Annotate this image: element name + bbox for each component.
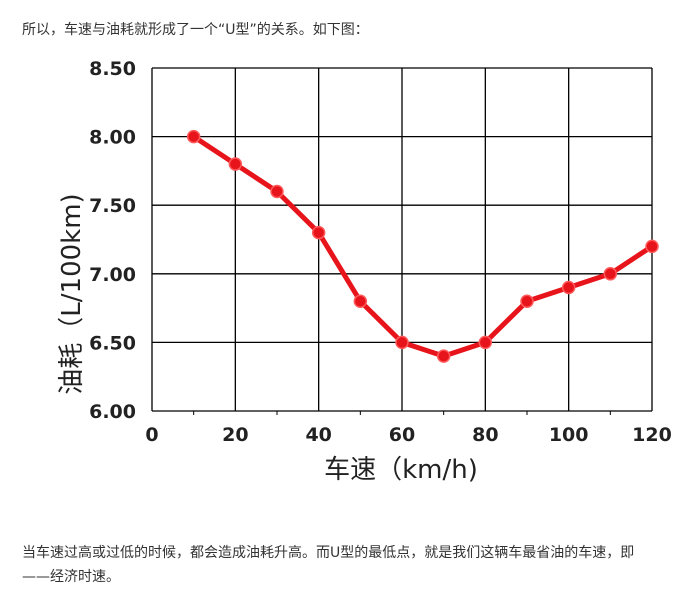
fuel-consumption-chart: 6.00 6.50 7.00 7.50 8.00 8.50 0 20 40 60 80 100 120… <box>0 48 700 498</box>
data-point <box>270 184 284 199</box>
data-point <box>436 349 451 363</box>
series-layer <box>186 129 659 363</box>
chart-grid <box>151 67 653 415</box>
outro-line-2: ——经济时速。 <box>22 569 120 585</box>
data-point <box>395 335 409 350</box>
y-tick-label: 8.00 <box>89 127 136 149</box>
data-point <box>645 239 659 254</box>
y-axis-ticks: 6.00 6.50 7.00 7.50 8.00 8.50 <box>89 58 136 423</box>
x-tick-label: 120 <box>632 424 672 446</box>
y-axis-title: 油耗（L/100km) <box>57 193 87 394</box>
y-tick-label: 6.50 <box>89 332 136 354</box>
data-point <box>311 225 326 240</box>
data-point <box>186 129 201 144</box>
y-tick-label: 8.50 <box>89 58 136 80</box>
series-line <box>191 134 655 359</box>
y-tick-label: 7.00 <box>89 264 136 286</box>
x-tick-label: 40 <box>305 424 331 446</box>
intro-text: 所以，车速与油耗就形成了一个“U型”的关系。如下图： <box>22 22 369 38</box>
x-tick-label: 80 <box>472 424 498 446</box>
outro-line-1: 当车速过高或过低的时候，都会造成油耗升高。而U型的最低点，就是我们这辆车最省油的… <box>22 545 635 561</box>
y-tick-label: 7.50 <box>89 195 136 217</box>
x-tick-label: 20 <box>222 424 248 446</box>
x-axis-ticks: 0 20 40 60 80 100 120 <box>145 424 671 446</box>
x-axis-title: 车速（km/h) <box>324 455 478 485</box>
data-point <box>353 294 368 308</box>
data-point <box>561 280 576 295</box>
x-tick-label: 60 <box>389 424 415 446</box>
x-tick-label: 0 <box>145 424 158 446</box>
data-point <box>478 335 493 350</box>
chart-svg: 6.00 6.50 7.00 7.50 8.00 8.50 0 20 40 60 80 100 120… <box>57 58 672 485</box>
data-point <box>228 157 243 171</box>
data-point <box>520 294 534 308</box>
x-tick-label: 100 <box>549 424 589 446</box>
y-tick-label: 6.00 <box>89 401 136 423</box>
outro-text: 当车速过高或过低的时候，都会造成油耗升高。而U型的最低点，就是我们这辆车最省油的… <box>22 541 682 589</box>
data-point <box>603 267 618 281</box>
